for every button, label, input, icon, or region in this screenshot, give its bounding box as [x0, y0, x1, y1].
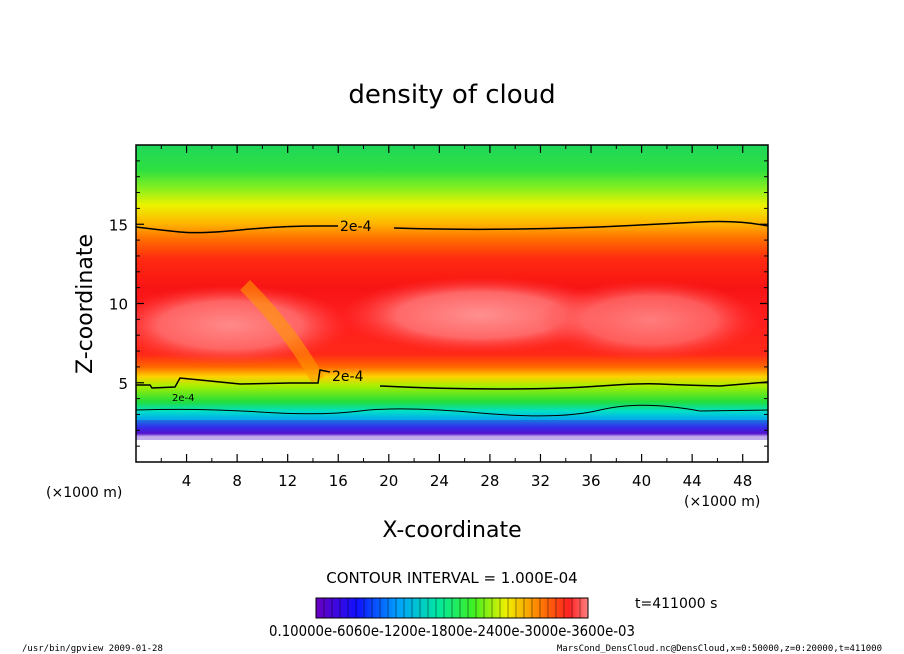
- x-tick-label: 36: [581, 472, 600, 490]
- y-tick-label: 5: [118, 375, 128, 393]
- x-tick-label: 16: [329, 472, 348, 490]
- x-unit-right: (×1000 m): [684, 494, 760, 510]
- x-axis-label: X-coordinate: [382, 518, 521, 543]
- x-tick-label: 28: [480, 472, 499, 490]
- contour-label: 2e-4: [332, 369, 364, 385]
- x-axis: 4 8 12 16 20 24 28 32 36 40 44 48: [160, 145, 752, 490]
- contour-lines: [136, 220, 768, 417]
- x-tick-label: 44: [683, 472, 702, 490]
- colorbar-labels: 0.10000e-6060e-1200e-1800e-2400e-3000e-3…: [269, 622, 635, 640]
- x-tick-label: 32: [531, 472, 550, 490]
- x-tick-label: 40: [632, 472, 651, 490]
- x-unit-left: (×1000 m): [46, 485, 122, 501]
- colorbar-ticks: [323, 598, 581, 618]
- contour-interval: CONTOUR INTERVAL = 1.000E-04: [326, 569, 577, 587]
- contour-label: 2e-4: [340, 219, 372, 235]
- y-tick-label: 10: [109, 296, 128, 314]
- x-tick-label: 12: [278, 472, 297, 490]
- y-axis-label: Z-coordinate: [73, 234, 98, 374]
- x-tick-label: 48: [733, 472, 752, 490]
- footer-left: /usr/bin/gpview 2009-01-28: [22, 644, 163, 654]
- chart-title: density of cloud: [348, 80, 555, 110]
- x-tick-label: 24: [430, 472, 449, 490]
- x-tick-label: 20: [379, 472, 398, 490]
- y-tick-label: 15: [109, 216, 128, 234]
- footer-right: MarsCond_DensCloud.nc@DensCloud,x=0:5000…: [557, 644, 882, 654]
- x-tick-label: 4: [182, 472, 192, 490]
- time-label: t=411000 s: [635, 596, 717, 612]
- y-axis: 5 10 15: [109, 160, 768, 447]
- heatmap-field: [136, 145, 768, 462]
- contour-label: 2e-4: [172, 393, 195, 404]
- x-tick-label: 8: [232, 472, 242, 490]
